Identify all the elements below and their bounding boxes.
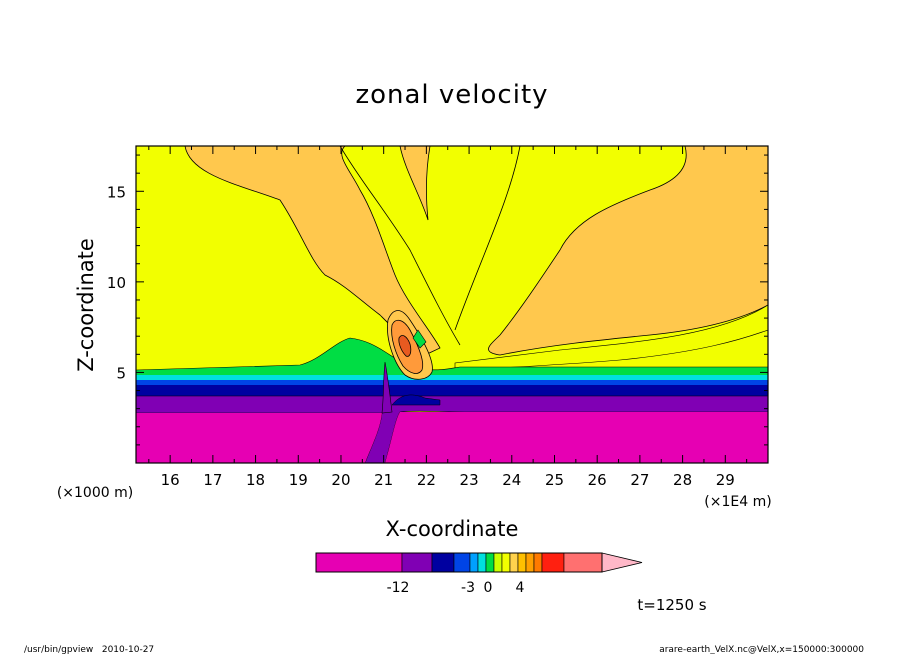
- colorbar-ticks: -12 -3 0 4: [387, 580, 525, 596]
- colorbar-segment: [533, 552, 543, 573]
- x-tick-label: 20: [331, 471, 350, 489]
- y-unit-label: (×1000 m): [57, 485, 133, 501]
- contour-band-green: [136, 337, 768, 379]
- contour-spike: [381, 361, 393, 414]
- x-unit-label: (×1E4 m): [704, 494, 771, 510]
- colorbar-segment: [493, 552, 503, 573]
- colorbar-segment: [525, 552, 535, 573]
- colorbar-tick-label: -12: [387, 580, 410, 596]
- contour-cell-green: [412, 329, 427, 349]
- x-tick-label: 27: [630, 471, 649, 489]
- colorbar-arrow: [601, 552, 643, 573]
- contour-field: [136, 146, 768, 463]
- colorbar-segment: [431, 552, 455, 573]
- x-tick-label: 22: [417, 471, 436, 489]
- x-tick-label: 21: [374, 471, 393, 489]
- x-axis-label: X-coordinate: [386, 517, 519, 541]
- x-tick-label: 25: [545, 471, 564, 489]
- colorbar-segment: [563, 552, 603, 573]
- x-tick-label: 18: [246, 471, 265, 489]
- y-tick-label: 15: [107, 183, 126, 201]
- chart-title: zonal velocity: [355, 80, 548, 110]
- x-axis: 16 17 18 19 20 21 22 23 24 25 26 27 28 29: [148, 146, 748, 489]
- colorbar-segment: [315, 552, 403, 573]
- contour-band-orange-streak: [399, 146, 431, 221]
- y-axis: 5 10 15: [107, 154, 768, 446]
- colorbar: [315, 552, 643, 573]
- colorbar-tick-label: 4: [516, 580, 525, 596]
- plot-frame: [135, 145, 769, 464]
- colorbar-segment: [501, 552, 511, 573]
- colorbar-frame: [315, 552, 603, 573]
- colorbar-segment: [453, 552, 471, 573]
- footer-right: arare-earth_VelX.nc@VelX,x=150000:300000: [659, 645, 864, 654]
- contour-band-navy: [136, 385, 768, 397]
- x-tick-label: 16: [161, 471, 180, 489]
- colorbar-segment: [469, 552, 479, 573]
- contour-cell-red: [398, 335, 412, 357]
- colorbar-segment: [401, 552, 433, 573]
- x-tick-label: 23: [460, 471, 479, 489]
- y-tick-label: 5: [116, 364, 126, 382]
- x-tick-label: 24: [502, 471, 521, 489]
- colorbar-segment: [541, 552, 565, 573]
- contour-band-blue: [136, 380, 768, 386]
- x-tick-label: 28: [673, 471, 692, 489]
- time-annotation: t=1250 s: [637, 596, 706, 614]
- contour-band-magenta: [136, 413, 382, 463]
- x-tick-label: 29: [716, 471, 735, 489]
- colorbar-segment: [509, 552, 519, 573]
- colorbar-tick-label: 0: [484, 580, 493, 596]
- y-axis-label: Z-coordinate: [74, 238, 98, 372]
- contour-band-cyan: [136, 375, 768, 381]
- y-tick-label: 10: [107, 274, 126, 292]
- contour-band-orange-right: [488, 146, 768, 356]
- x-tick-label: 17: [203, 471, 222, 489]
- footer-left: /usr/bin/gpview 2010-10-27: [24, 645, 154, 654]
- colorbar-segment: [485, 552, 495, 573]
- colorbar-segment: [517, 552, 527, 573]
- x-tick-label: 19: [289, 471, 308, 489]
- x-tick-label: 26: [588, 471, 607, 489]
- colorbar-tick-label: -3: [461, 580, 475, 596]
- colorbar-segment: [477, 552, 487, 573]
